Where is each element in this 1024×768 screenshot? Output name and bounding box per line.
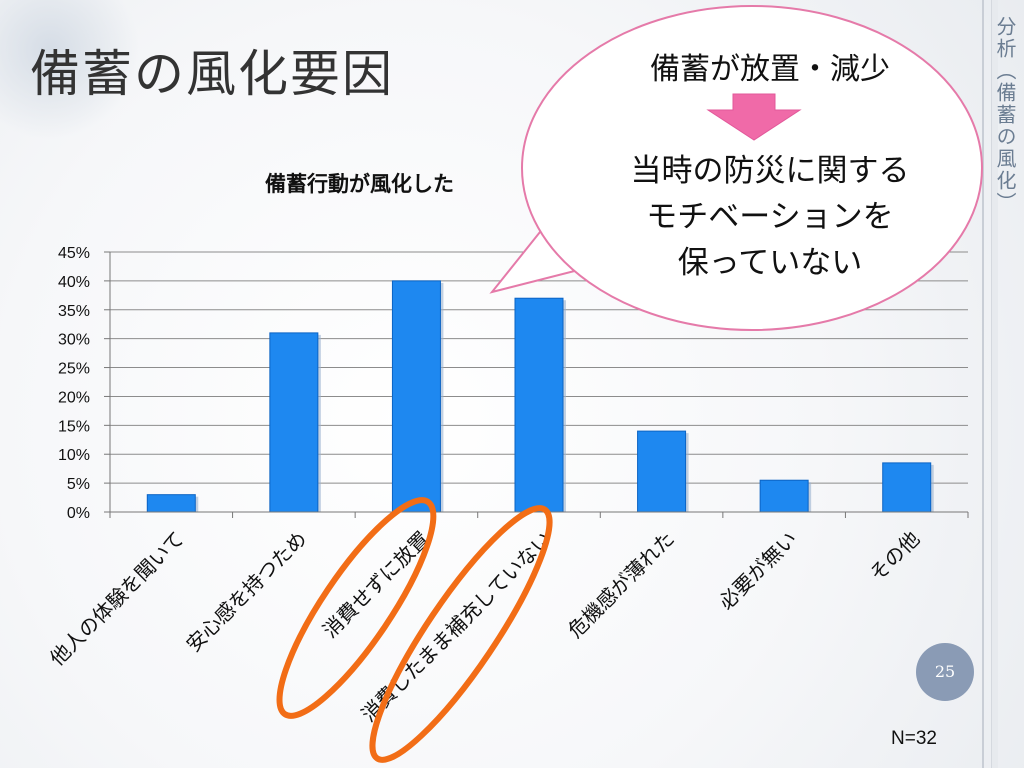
chart-title: 備蓄行動が風化した [265, 172, 454, 196]
bar [269, 332, 319, 513]
y-tick-label: 30% [58, 332, 90, 349]
highlight-oval [276, 497, 437, 719]
bar [759, 479, 809, 513]
chart-bars [146, 280, 934, 513]
side-title: 分析（備蓄の風化） [993, 16, 1017, 214]
callout-line-2: 当時の防災に関する [630, 153, 910, 189]
x-tick-label: 危機感が薄れた [563, 527, 679, 643]
x-tick-label: 必要が無い [714, 527, 802, 615]
bar [391, 280, 441, 513]
bar [514, 297, 564, 513]
callout-headline: 備蓄が放置・減少 [650, 52, 890, 87]
speech-bubble [489, 5, 983, 331]
y-tick-label: 0% [67, 505, 90, 522]
y-tick-label: 20% [58, 389, 90, 406]
x-tick-label: 他人の体験を聞いて [45, 527, 189, 671]
x-tick-label: その他 [865, 527, 924, 586]
slide-title: 備蓄の風化要因 [30, 45, 394, 103]
y-tick-label: 15% [58, 418, 90, 435]
speech-bubble-body [521, 5, 983, 331]
y-tick-label: 25% [58, 361, 90, 378]
y-tick-label: 35% [58, 303, 90, 320]
bar [637, 430, 687, 513]
highlight-ovals [276, 497, 553, 763]
chart-axes [104, 251, 969, 518]
callout-body: 当時の防災に関する モチベーションを 保っていない [570, 148, 970, 286]
down-arrow-icon [706, 93, 802, 141]
y-tick-labels: 0% 5% 10% 15% 20% 25% 30% 35% 40% 45% [58, 245, 90, 522]
bar [146, 494, 196, 513]
page-number-badge: 25 [916, 643, 974, 701]
callout-line-3: モチベーションを [646, 199, 894, 235]
y-tick-label: 40% [58, 274, 90, 291]
x-tick-label: 消費せずに放置 [318, 527, 434, 643]
callout-line-4: 保っていない [677, 245, 863, 281]
y-tick-label: 5% [67, 476, 90, 493]
sample-size-label: N=32 [891, 728, 937, 749]
y-tick-label: 10% [58, 447, 90, 464]
right-border-decoration [976, 0, 1024, 768]
x-tick-label: 安心感を持つため [181, 527, 311, 657]
bar [882, 462, 932, 513]
y-tick-label: 45% [58, 245, 90, 262]
speech-bubble-joint [546, 219, 612, 265]
highlight-oval [369, 505, 553, 763]
